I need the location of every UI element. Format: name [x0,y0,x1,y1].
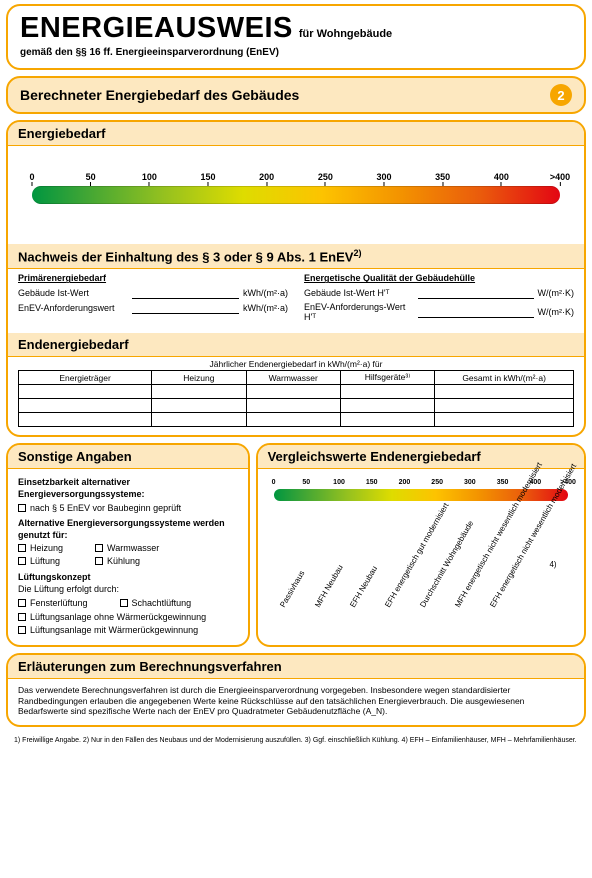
check-warmwasser: Warmwasser [95,542,159,554]
check-lüftung: Lüftung [18,555,63,567]
sonst-l3b: Die Lüftung erfolgt durch: [18,583,238,595]
scale-tick-small: 50 [302,479,310,486]
scale-tick: 0 [29,172,34,187]
vergleich-panel: Vergleichswerte Endenergiebedarf 0501001… [256,443,586,647]
checkbox-icon [18,504,26,512]
sonst-l3: Lüftungskonzept [18,571,238,583]
value-row: Gebäude Ist-Wert H'ᵀW/(m²·K) [304,287,574,299]
scale-tick: 300 [376,172,391,187]
scale-tick-small: 300 [464,479,476,486]
sonst-l2: Alternative Energieversorgungssysteme we… [18,517,238,541]
comparison-label: EFH Neubau [348,565,379,610]
check-kühlung: Kühlung [95,555,159,567]
scale-tick: 250 [318,172,333,187]
comparison-label: Passivhaus [278,569,306,609]
energiebedarf-head: Energiebedarf [8,122,584,146]
scale-tick: 150 [200,172,215,187]
energiebedarf-panel: Energiebedarf 0 50 100 150 200 250 300 350 400 >4… [6,120,586,437]
scale-tick: 50 [86,172,96,187]
section-title: Berechneter Energiebedarf des Gebäudes [20,87,299,103]
check-mit-wrg: Lüftungsanlage mit Wärmerückgewinnung [18,624,238,636]
sonstige-head: Sonstige Angaben [8,445,248,469]
endtable-head: Endenergiebedarf [8,333,584,357]
section-number: 2 [550,84,572,106]
header-panel: ENERGIEAUSWEIS für Wohngebäude gemäß den… [6,4,586,70]
check-fenster: Fensterlüftung [18,597,88,609]
sonst-l1: Einsetzbarkeit alternativer Energieverso… [18,476,238,500]
doc-title: ENERGIEAUSWEIS [20,12,293,45]
section-bar: Berechneter Energiebedarf des Gebäudes 2 [6,76,586,114]
table-row [19,399,574,413]
energy-scale: 0 50 100 150 200 250 300 350 400 >400 [8,146,584,244]
scale-tick: >400 [550,172,570,187]
table-row [19,413,574,427]
erl-head: Erläuterungen zum Berechnungsverfahren [8,655,584,679]
scale-tick-small: 200 [399,479,411,486]
scale-tick-small: 150 [366,479,378,486]
comparison-labels: PassivhausMFH NeubauEFH NeubauEFH energe… [268,509,574,609]
table-row [19,385,574,399]
comparison-label: EFH energetisch gut modernisiert [383,502,450,610]
doc-subtitle: gemäß den §§ 16 ff. Energieeinsparverord… [20,47,572,58]
scale-tick: 400 [494,172,509,187]
erl-text: Das verwendete Berechnungsverfahren ist … [8,679,584,725]
erl-panel: Erläuterungen zum Berechnungsverfahren D… [6,653,586,727]
check-schacht: Schachtlüftung [120,597,192,609]
hülle-title: Energetische Qualität der Gebäudehülle [304,273,574,283]
value-row: EnEV-Anforderungs-Wert H'ᵀW/(m²·K) [304,302,574,322]
endtable-caption: Jährlicher Endenergiebedarf in kWh/(m²·a… [18,359,574,369]
scale-tick-small: 350 [497,479,509,486]
value-row: EnEV-AnforderungswertkWh/(m²·a) [18,302,288,314]
footnotes: 1) Freiwillige Angabe. 2) Nur in den Fäl… [6,733,586,744]
value-row: Gebäude Ist-WertkWh/(m²·a) [18,287,288,299]
scale-tick-small: 100 [333,479,345,486]
scale-tick: 200 [259,172,274,187]
end-table: EnergieträgerHeizungWarmwasserHilfsgerät… [18,370,574,427]
nachweis-grid: Primärenergiebedarf Gebäude Ist-WertkWh/… [8,269,584,333]
check-ohne-wrg: Lüftungsanlage ohne Wärmerückgewinnung [18,611,238,623]
scale-tick-small: 250 [431,479,443,486]
footnote-4-marker: 4) [549,560,556,569]
doc-title-sub: für Wohngebäude [299,28,392,40]
nachweis-head: Nachweis der Einhaltung des § 3 oder § 9… [8,244,584,269]
check-heizung: Heizung [18,542,63,554]
comparison-label: MFH Neubau [313,564,345,610]
scale-tick: 350 [435,172,450,187]
sonstige-panel: Sonstige Angaben Einsetzbarkeit alternat… [6,443,250,647]
scale-tick: 100 [142,172,157,187]
primär-title: Primärenergiebedarf [18,273,288,283]
check-baubeginn: nach § 5 EnEV vor Baubeginn geprüft [18,502,238,514]
scale-tick-small: 0 [272,479,276,486]
